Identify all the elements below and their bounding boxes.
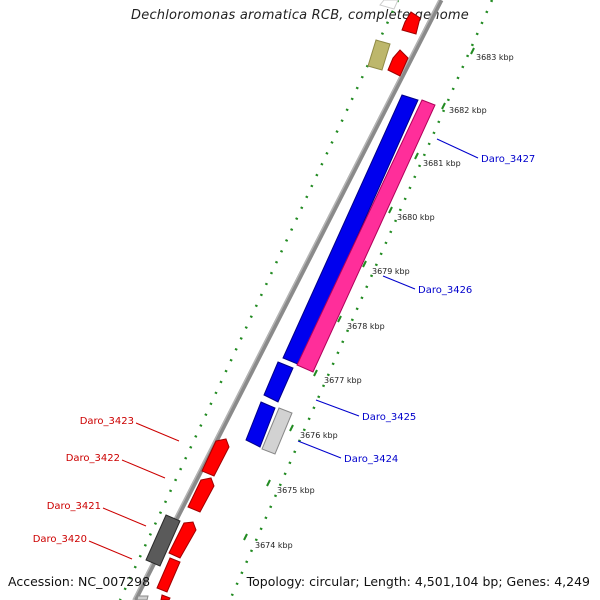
outer-dotted-ring xyxy=(228,0,494,600)
gene-label-forward[interactable]: Daro_3420 xyxy=(33,534,87,545)
tick-mark xyxy=(470,47,475,55)
reverse-gene-labels: Daro_3427 Daro_3426 Daro_3425 Daro_3424 xyxy=(297,138,535,465)
tick-mark xyxy=(243,533,248,541)
tick-mark xyxy=(313,369,318,377)
gene-label-reverse[interactable]: Daro_3427 xyxy=(481,154,535,165)
tick-label: 3680 kbp xyxy=(397,213,435,222)
tick-mark xyxy=(266,479,271,487)
scale-ticks: 3683 kbp 3682 kbp 3681 kbp 3680 kbp 3679… xyxy=(243,47,514,550)
label-leader-line xyxy=(297,440,342,459)
gene-feature-reverse-blue[interactable] xyxy=(245,401,276,448)
tick-label: 3676 kbp xyxy=(300,431,338,440)
map-title: Dechloromonas aromatica RCB, complete ge… xyxy=(131,8,469,23)
gene-feature-reverse-gray[interactable] xyxy=(136,595,149,600)
tick-mark xyxy=(362,260,367,268)
tick-label: 3679 kbp xyxy=(372,267,410,276)
label-leader-line xyxy=(315,399,360,417)
tick-mark xyxy=(388,206,393,214)
tick-label: 3675 kbp xyxy=(277,486,315,495)
gene-feature-partial[interactable] xyxy=(379,0,399,10)
genome-summary-text: Topology: circular; Length: 4,501,104 bp… xyxy=(246,574,590,589)
gene-feature-forward[interactable] xyxy=(201,438,230,477)
tick-label: 3678 kbp xyxy=(347,322,385,331)
genome-backbone xyxy=(132,0,444,600)
label-leader-line xyxy=(102,507,147,527)
tick-label: 3677 kbp xyxy=(324,376,362,385)
accession-text: Accession: NC_007298 xyxy=(8,574,151,589)
tick-label: 3682 kbp xyxy=(449,106,487,115)
tick-label: 3681 kbp xyxy=(423,159,461,168)
tick-mark xyxy=(337,315,342,323)
gene-feature-forward[interactable] xyxy=(160,594,171,600)
gene-feature-forward[interactable] xyxy=(168,521,197,559)
gene-feature-forward[interactable] xyxy=(401,11,421,35)
gene-label-forward[interactable]: Daro_3422 xyxy=(66,453,120,464)
tick-label: 3674 kbp xyxy=(255,541,293,550)
forward-gene-labels: Daro_3423 Daro_3422 Daro_3421 Daro_3420 xyxy=(33,416,180,560)
gene-feature-reverse-pink[interactable] xyxy=(296,99,436,373)
gene-label-reverse[interactable]: Daro_3426 xyxy=(418,285,472,296)
tick-mark xyxy=(289,424,294,432)
gene-label-reverse[interactable]: Daro_3424 xyxy=(344,454,398,465)
label-leader-line xyxy=(121,459,166,479)
tick-label: 3683 kbp xyxy=(476,53,514,62)
gene-feature-olive[interactable] xyxy=(367,39,391,71)
gene-feature-reverse-blue[interactable] xyxy=(263,361,294,403)
label-leader-line xyxy=(88,540,133,560)
tick-mark xyxy=(441,102,446,110)
label-leader-line xyxy=(135,422,180,442)
label-leader-line xyxy=(382,275,416,290)
inner-dotted-ring xyxy=(118,0,400,600)
genome-backbone-highlight xyxy=(132,0,440,600)
gene-feature-forward[interactable] xyxy=(187,477,215,513)
gene-label-forward[interactable]: Daro_3421 xyxy=(47,501,101,512)
gene-features xyxy=(136,0,436,600)
label-leader-line xyxy=(436,138,479,159)
tick-mark xyxy=(414,152,419,160)
gene-feature-reverse-gray[interactable] xyxy=(261,407,293,455)
gene-label-reverse[interactable]: Daro_3425 xyxy=(362,412,416,423)
gene-label-forward[interactable]: Daro_3423 xyxy=(80,416,134,427)
gene-feature-forward[interactable] xyxy=(387,49,409,77)
gene-feature-dark-gray[interactable] xyxy=(145,514,181,567)
gene-feature-forward[interactable] xyxy=(156,557,181,593)
